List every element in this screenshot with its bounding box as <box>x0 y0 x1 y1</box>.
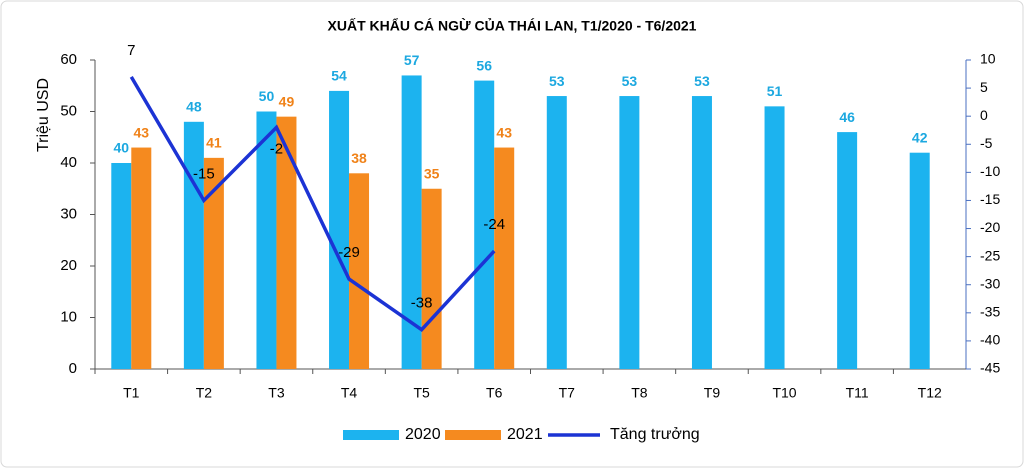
bar <box>494 147 515 369</box>
legend-label: Tăng trưởng <box>610 426 700 443</box>
value-label: 43 <box>134 124 150 140</box>
y2-tick-label: -10 <box>980 163 1000 179</box>
value-label: 56 <box>476 57 492 73</box>
bar <box>909 152 930 369</box>
line-value-label: -2 <box>270 140 283 157</box>
value-label: 42 <box>912 129 928 145</box>
value-label: 41 <box>206 135 222 151</box>
bar <box>837 132 858 369</box>
line-value-label: 7 <box>127 42 135 59</box>
legend-swatch <box>343 430 399 440</box>
y-axis-label: Triệu USD <box>35 78 52 152</box>
x-tick-label: T2 <box>196 385 213 401</box>
bar <box>474 80 495 369</box>
x-tick-label: T7 <box>559 385 576 401</box>
x-tick-label: T11 <box>846 385 869 401</box>
x-tick-label: T8 <box>631 385 648 401</box>
x-tick-label: T10 <box>772 385 796 401</box>
value-label: 35 <box>424 165 440 181</box>
value-label: 53 <box>694 73 710 89</box>
y-tick-label: 60 <box>60 51 77 68</box>
bar <box>619 96 640 370</box>
bar <box>691 96 712 370</box>
value-label: 38 <box>351 150 367 166</box>
value-label: 48 <box>186 99 202 115</box>
y-tick-label: 20 <box>60 257 77 274</box>
value-label: 53 <box>549 73 565 89</box>
value-label: 51 <box>767 83 783 99</box>
bar <box>401 75 422 369</box>
bar <box>111 163 132 369</box>
line-value-label: -24 <box>483 216 505 233</box>
y2-tick-label: -15 <box>980 191 1000 207</box>
legend-swatch <box>445 430 501 440</box>
y2-tick-label: -35 <box>980 304 1000 320</box>
y2-tick-label: 5 <box>980 79 988 95</box>
bar <box>764 106 785 369</box>
y2-tick-label: -45 <box>980 360 1000 376</box>
y2-tick-label: -30 <box>980 275 1000 291</box>
bar <box>546 96 567 370</box>
value-label: 50 <box>259 88 275 104</box>
line-value-label: -29 <box>338 244 360 261</box>
line-value-label: -38 <box>411 295 433 312</box>
y2-tick-label: -20 <box>980 219 1000 235</box>
y2-tick-label: -25 <box>980 247 1000 263</box>
x-tick-label: T6 <box>486 385 503 401</box>
bar <box>256 111 277 369</box>
y-tick-label: 40 <box>60 154 77 171</box>
line-value-label: -15 <box>193 165 215 182</box>
y2-tick-label: -40 <box>980 332 1000 348</box>
bar <box>131 147 152 369</box>
bar <box>421 188 442 369</box>
y2-tick-label: -5 <box>980 135 993 151</box>
x-tick-label: T1 <box>123 385 140 401</box>
chart-title: XUẤT KHẨU CÁ NGỪ CỦA THÁI LAN, T1/2020 -… <box>328 17 697 34</box>
x-tick-label: T12 <box>918 385 942 401</box>
bar <box>349 173 370 369</box>
y-tick-label: 10 <box>60 308 77 325</box>
line <box>129 75 496 332</box>
y2-tick-label: 0 <box>980 107 988 123</box>
value-label: 40 <box>114 140 130 156</box>
value-label: 43 <box>496 124 512 140</box>
x-tick-label: T3 <box>268 385 285 401</box>
y2-tick-label: 10 <box>980 51 996 67</box>
x-tick-label: T5 <box>413 385 430 401</box>
bar <box>203 157 224 369</box>
y-tick-label: 0 <box>69 360 77 377</box>
y-tick-label: 50 <box>60 102 77 119</box>
bar <box>329 90 350 370</box>
value-label: 53 <box>622 73 638 89</box>
value-label: 57 <box>404 52 420 68</box>
value-label: 46 <box>839 109 855 125</box>
value-label: 49 <box>279 93 295 109</box>
legend-label: 2021 <box>507 426 543 443</box>
y-tick-label: 30 <box>60 205 77 222</box>
legend-label: 2020 <box>405 426 441 443</box>
bar <box>276 116 297 370</box>
x-tick-label: T9 <box>704 385 721 401</box>
x-tick-label: T4 <box>341 385 358 401</box>
bar <box>183 121 204 369</box>
value-label: 54 <box>331 68 347 84</box>
